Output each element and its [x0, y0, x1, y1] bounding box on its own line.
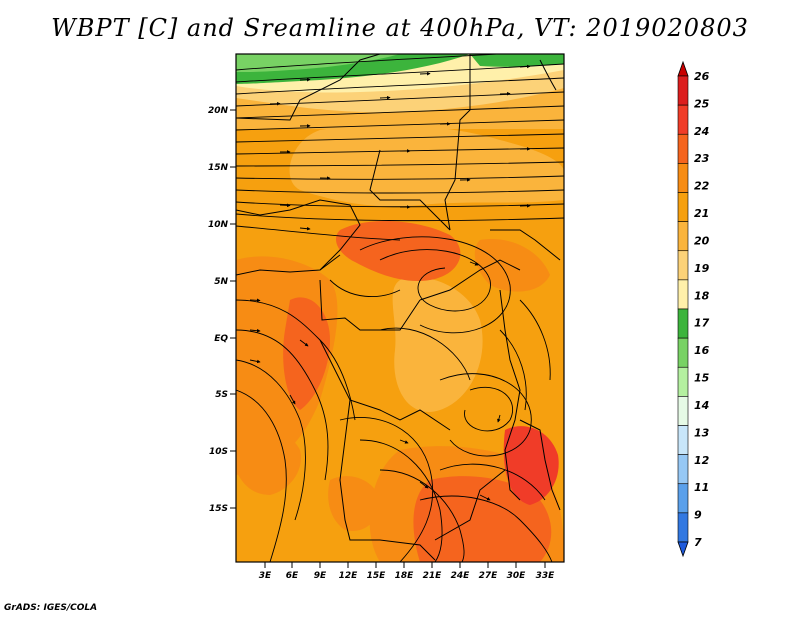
colorbar-label: 14 [694, 399, 709, 412]
colorbar: 26 25 24 23 22 21 20 19 18 17 16 15 14 13 12 11 9 7 [677, 60, 710, 558]
colorbar-swatch [677, 192, 689, 222]
lat-label: 15N [208, 163, 229, 173]
colorbar-label: 11 [694, 481, 709, 494]
lat-label: 5S [215, 390, 228, 400]
lon-label: 3E [259, 571, 272, 581]
lon-label: 30E [507, 571, 527, 581]
map-frame [235, 53, 565, 563]
colorbar-label: 12 [694, 454, 710, 467]
colorbar-label: 15 [694, 372, 710, 385]
lon-label: 9E [314, 571, 327, 581]
colorbar-bottom-arrow [677, 541, 689, 558]
colorbar-swatch [677, 337, 689, 368]
lat-label: 10N [208, 220, 229, 230]
colorbar-label: 21 [694, 207, 709, 220]
colorbar-label: 23 [694, 152, 710, 165]
colorbar-swatch [677, 75, 689, 106]
lon-label: 33E [536, 571, 556, 581]
lon-label: 27E [479, 571, 499, 581]
colorbar-swatch [677, 454, 689, 485]
colorbar-swatch [677, 279, 689, 310]
lat-label: EQ [214, 334, 228, 344]
colorbar-label: 20 [694, 234, 710, 247]
colorbar-swatch [677, 104, 689, 135]
colorbar-swatch [677, 512, 689, 543]
colorbar-swatch [677, 221, 689, 252]
colorbar-swatch [677, 163, 689, 193]
lat-label: 15S [209, 504, 228, 514]
colorbar-top-arrow [677, 60, 689, 77]
colorbar-label: 9 [694, 509, 702, 522]
lon-label: 18E [395, 571, 415, 581]
map-title: WBPT [C] and Sreamline at 400hPa, VT: 20… [51, 14, 749, 42]
colorbar-swatch [677, 250, 689, 281]
colorbar-label: 16 [694, 344, 710, 357]
colorbar-swatch [677, 396, 689, 426]
lon-label: 15E [367, 571, 387, 581]
lon-label: 6E [286, 571, 299, 581]
colorbar-label: 24 [694, 125, 709, 138]
colorbar-label: 26 [694, 70, 710, 83]
colorbar-label: 19 [694, 262, 710, 275]
colorbar-label: 25 [694, 97, 710, 110]
colorbar-swatch [677, 366, 689, 397]
lat-label: 10S [209, 447, 228, 457]
colorbar-label: 13 [694, 426, 710, 439]
colorbar-label: 22 [694, 180, 710, 193]
lat-label: 5N [214, 277, 228, 287]
lon-label: 12E [339, 571, 359, 581]
map-field [236, 54, 564, 562]
lon-label: 21E [423, 571, 443, 581]
colorbar-swatch [677, 308, 689, 339]
colorbar-swatch [677, 425, 689, 455]
software-credit: GrADS: IGES/COLA [4, 603, 98, 613]
colorbar-swatch [677, 133, 689, 164]
colorbar-label: 7 [694, 536, 702, 549]
colorbar-label: 18 [694, 289, 710, 302]
lon-label: 24E [451, 571, 471, 581]
colorbar-label: 17 [694, 317, 710, 330]
longitude-axis: 3E 6E 9E 12E 15E 18E 21E 24E 27E 30E 33E [259, 562, 555, 581]
colorbar-swatch [677, 483, 689, 514]
lat-label: 20N [208, 106, 229, 116]
latitude-axis: 20N 15N 10N 5N EQ 5S 10S 15S [208, 106, 236, 514]
